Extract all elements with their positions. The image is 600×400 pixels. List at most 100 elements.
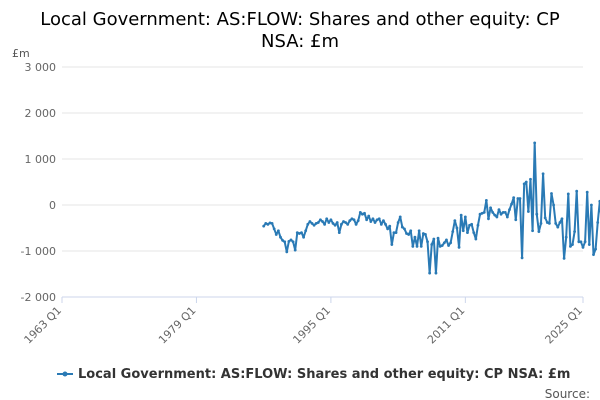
data-point [405,232,408,235]
data-point [388,224,392,228]
data-point [262,224,266,228]
data-point [526,210,530,213]
data-point [468,223,471,227]
data-point [491,210,495,214]
data-point [312,223,316,227]
data-point [287,239,291,243]
data-point [373,221,377,224]
data-point [516,197,520,200]
data-point [476,223,480,227]
data-point [266,222,270,226]
data-point [424,233,427,236]
data-point [583,240,587,244]
data-point [539,222,543,225]
data-point [361,212,364,216]
data-point [533,141,537,145]
x-tick-label: 1963 Q1 [22,304,65,347]
y-tick-label: 3 000 [25,61,57,74]
data-point [447,244,450,247]
data-point [573,230,576,234]
data-point [377,217,381,221]
data-point [451,230,455,234]
data-point [356,219,360,223]
data-point [449,241,453,245]
data-point [306,222,310,226]
data-point [472,231,476,235]
data-point [426,240,429,244]
legend[interactable]: Local Government: AS:FLOW: Shares and ot… [57,367,570,382]
data-point [352,218,356,222]
data-point [560,217,564,221]
data-point [400,225,404,229]
y-tick-label: -1 000 [21,245,56,258]
data-point [524,180,528,184]
data-point [369,220,373,223]
data-point [466,231,469,235]
data-point [497,208,501,212]
data-point [396,221,400,224]
data-point [340,222,343,226]
data-point [587,243,591,246]
data-point [316,221,320,224]
data-point [487,217,490,221]
data-point [321,220,324,223]
data-point [270,222,274,225]
data-point [480,211,484,215]
data-point [577,240,581,244]
data-point [333,223,337,227]
data-point [264,222,268,225]
data-point [569,245,572,248]
data-point [295,231,299,235]
data-point [281,239,284,242]
data-point [302,235,305,239]
data-point [518,197,522,200]
data-point [325,217,329,221]
data-point [291,240,295,244]
data-point [566,192,570,196]
data-point [432,237,436,241]
data-point [514,218,518,222]
data-point [382,219,385,223]
data-point [358,210,362,214]
data-point [304,229,308,233]
data-point [547,222,551,225]
data-point [344,221,348,224]
chart-title-line-2: NSA: £m [261,31,339,52]
data-point [337,231,341,235]
x-axis-ticks: 1963 Q1 1979 Q1 1995 Q1 2011 Q1 2025 Q1 [22,297,586,347]
data-point [428,271,432,275]
source-label: Source: [545,387,590,400]
data-point [556,225,560,229]
data-point [285,250,289,254]
data-point [508,208,511,212]
data-point [442,241,446,245]
data-point [461,229,465,233]
data-point [554,222,558,225]
data-point [279,235,282,239]
data-point [436,236,440,240]
data-point [562,256,566,260]
data-point [503,210,507,214]
data-point [348,219,352,223]
x-tick-label: 2025 Q1 [543,304,586,347]
data-point [474,237,478,241]
data-point [346,222,350,226]
data-point [579,240,583,244]
series-layer [262,141,600,275]
data-point [510,202,513,206]
y-axis-ticks: 3 000 2 000 1 000 0 -1 000 -2 000 [21,61,56,304]
data-point [331,222,335,225]
data-point [590,203,593,207]
data-point [438,245,442,248]
data-point [531,229,534,233]
data-point [596,221,600,224]
data-point [522,182,526,186]
legend-label: Local Government: AS:FLOW: Shares and ot… [78,367,570,382]
data-point [335,221,339,224]
data-point [484,199,488,202]
data-point [470,222,474,226]
x-tick-label: 1979 Q1 [156,304,199,347]
data-point [453,219,457,223]
data-point [455,226,459,230]
